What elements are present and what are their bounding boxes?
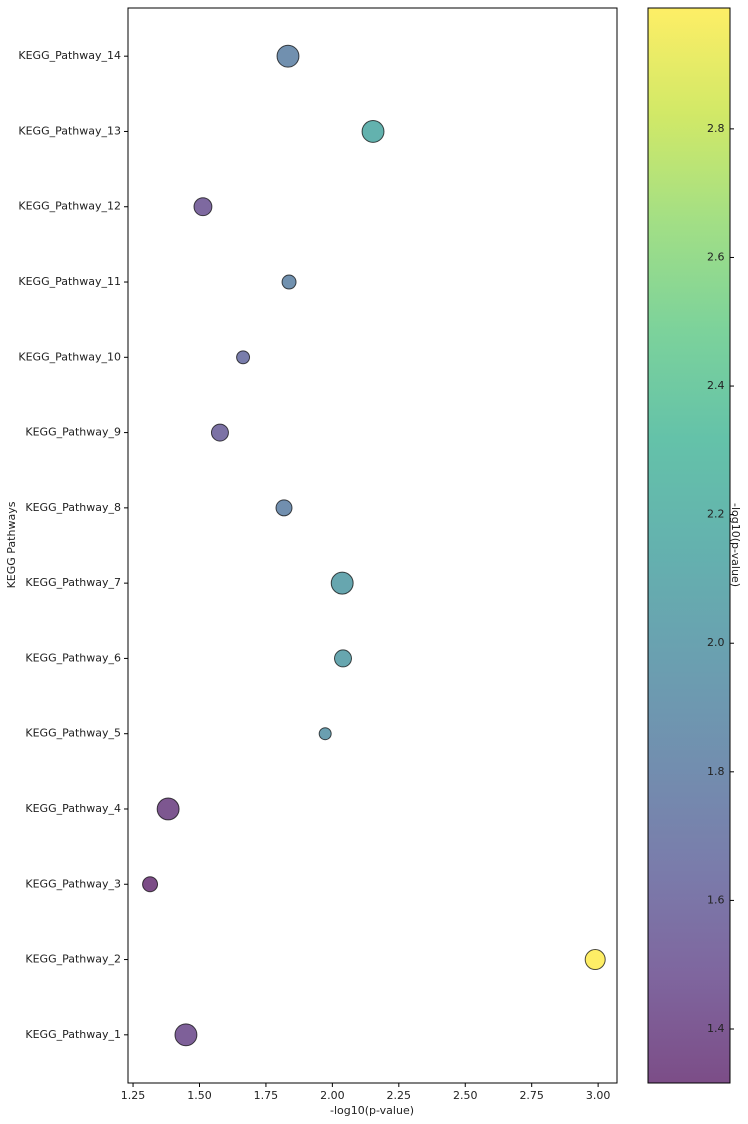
bubble (361, 120, 385, 143)
y-axis-label: KEGG Pathways (5, 501, 18, 588)
colorbar-tick-label: 1.6 (707, 893, 725, 906)
x-tick-label: 2.00 (320, 1089, 345, 1102)
y-tick-label: KEGG_Pathway_1 (25, 1028, 121, 1041)
bubble (156, 797, 180, 821)
y-tick-label: KEGG_Pathway_2 (25, 953, 121, 966)
x-tick-label: 1.25 (121, 1089, 146, 1102)
x-tick-label: 1.50 (187, 1089, 212, 1102)
x-tick-label: 2.50 (453, 1089, 478, 1102)
bubble (318, 727, 332, 741)
x-tick-label: 1.75 (254, 1089, 279, 1102)
colorbar-tick-label: 2.4 (707, 379, 725, 392)
colorbar-tick-label: 1.8 (707, 765, 725, 778)
colorbar (647, 7, 731, 1084)
colorbar-tick-label: 1.4 (707, 1022, 725, 1035)
colorbar-tick-label: 2.0 (707, 636, 725, 649)
x-tick-label: 2.25 (387, 1089, 412, 1102)
y-tick-label: KEGG_Pathway_5 (25, 727, 121, 740)
bubble (193, 197, 213, 217)
bubble (275, 499, 293, 517)
bubble (281, 274, 297, 290)
colorbar-label: -log10(p-value) (729, 503, 742, 587)
y-tick-label: KEGG_Pathway_11 (18, 275, 121, 288)
y-tick-label: KEGG_Pathway_3 (25, 877, 121, 890)
y-tick-label: KEGG_Pathway_7 (25, 576, 121, 589)
y-tick-label: KEGG_Pathway_9 (25, 426, 121, 439)
colorbar-tick-label: 2.6 (707, 250, 725, 263)
bubble (276, 44, 300, 68)
bubble (142, 876, 159, 893)
plot-frame (127, 7, 618, 1084)
x-axis-label: -log10(p-value) (330, 1104, 414, 1117)
bubble (210, 423, 229, 442)
y-tick-label: KEGG_Pathway_14 (18, 49, 121, 62)
colorbar-tick-label: 2.2 (707, 508, 725, 521)
y-tick-label: KEGG_Pathway_12 (18, 200, 121, 213)
x-tick-label: 2.75 (519, 1089, 544, 1102)
bubble (584, 949, 606, 971)
bubble (330, 571, 354, 595)
y-tick-label: KEGG_Pathway_8 (25, 501, 121, 514)
bubble (236, 350, 251, 365)
bubble (174, 1023, 198, 1047)
colorbar-tick-label: 2.8 (707, 122, 725, 135)
x-tick-label: 3.00 (586, 1089, 611, 1102)
y-tick-label: KEGG_Pathway_13 (18, 124, 121, 137)
y-tick-label: KEGG_Pathway_6 (25, 651, 121, 664)
y-tick-label: KEGG_Pathway_4 (25, 802, 121, 815)
y-tick-label: KEGG_Pathway_10 (18, 350, 121, 363)
bubble (334, 649, 352, 668)
